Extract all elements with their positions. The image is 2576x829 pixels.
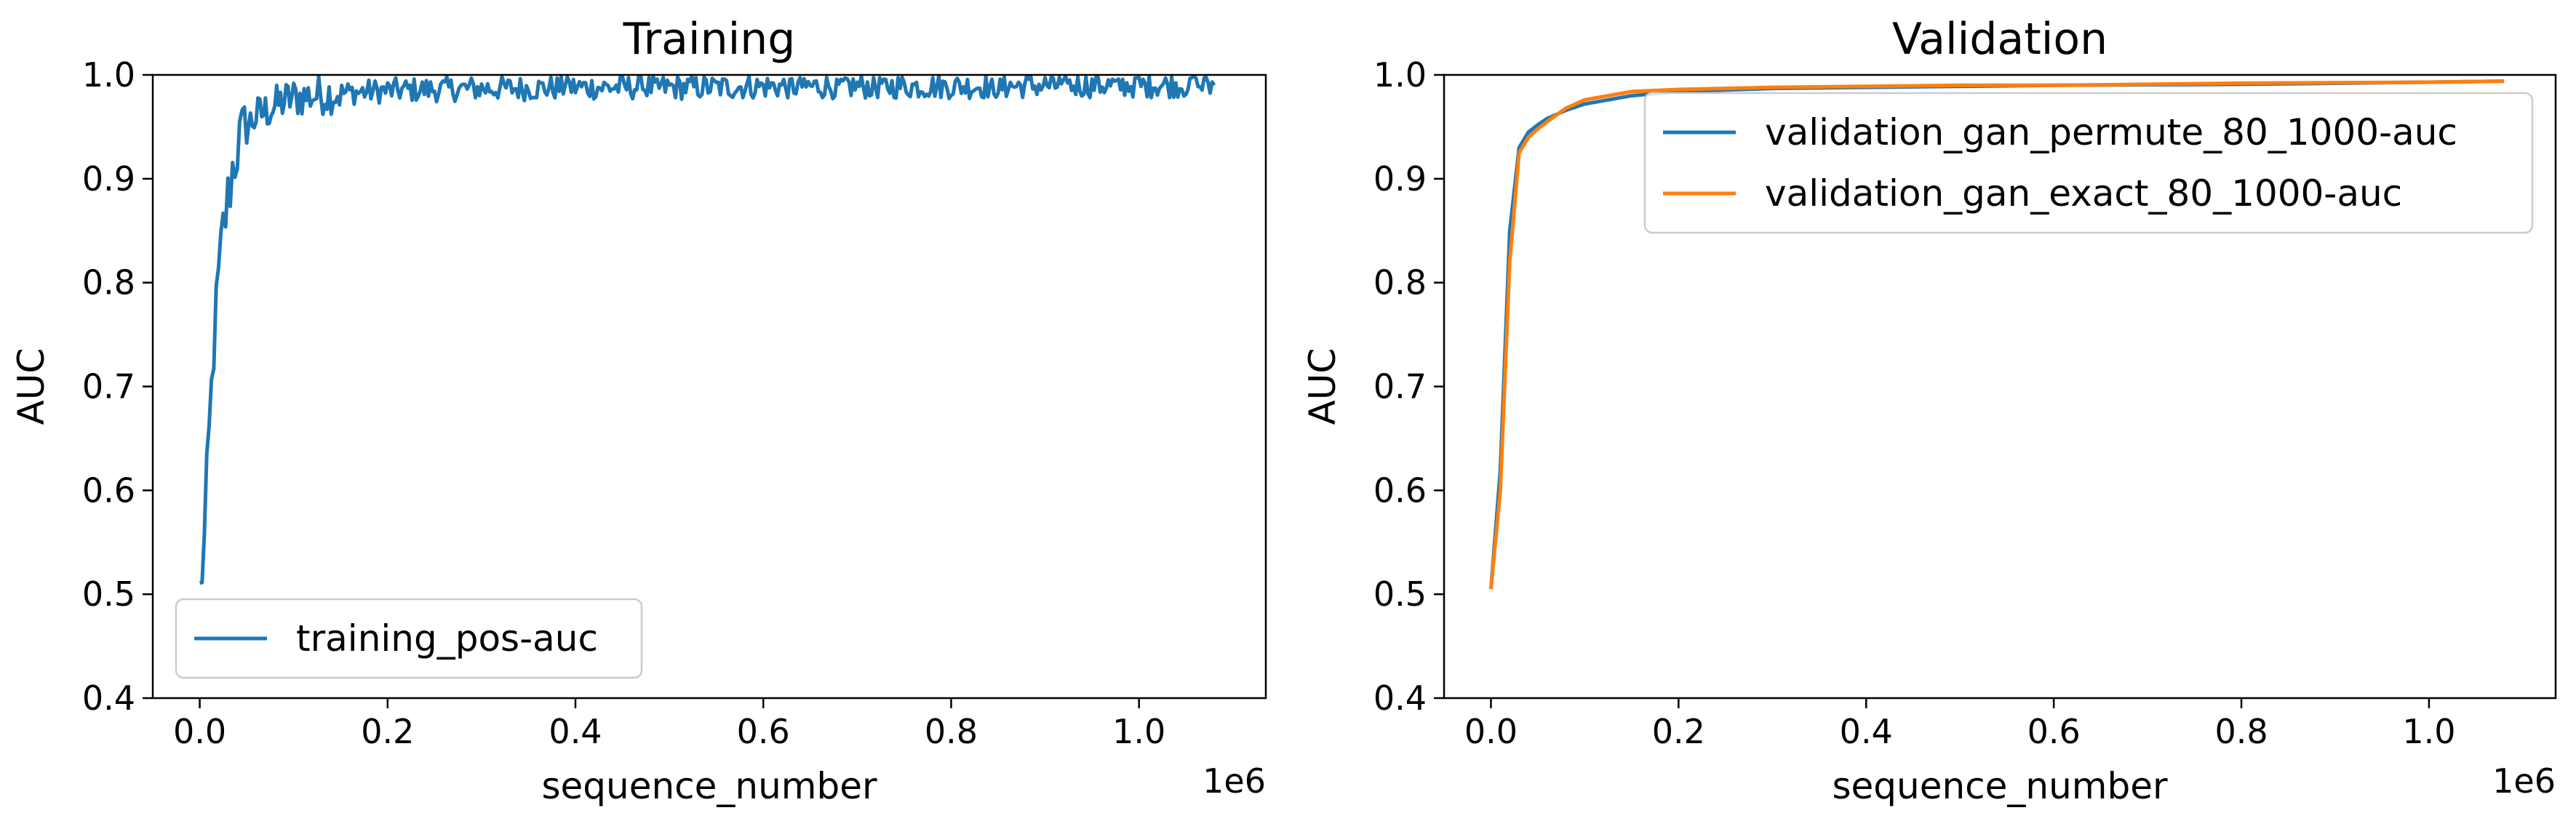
y-tick-label: 0.5	[1373, 574, 1427, 614]
x-tick-label: 0.0	[173, 712, 226, 751]
y-tick-label: 0.8	[1373, 263, 1427, 303]
chart-title: Training	[623, 14, 796, 65]
y-tick-label: 0.4	[82, 678, 135, 718]
x-tick-label: 0.2	[361, 712, 414, 751]
y-tick-label: 0.7	[1373, 367, 1427, 407]
x-axis-label: sequence_number	[1832, 765, 2168, 807]
training-chart: 0.0 0.2 0.4 0.6 0.8 1.0 0.4 0.5 0.6 0.7 0.8 0.9 1.0 1…	[10, 14, 1267, 807]
x-tick-label: 0.6	[737, 712, 790, 751]
y-tick-label: 0.7	[82, 367, 135, 407]
x-tick-label: 0.8	[925, 712, 978, 751]
x-tick-label: 1.0	[2402, 712, 2455, 751]
chart-title: Validation	[1892, 14, 2108, 65]
legend-label-1: validation_gan_exact_80_1000-auc	[1765, 172, 2402, 215]
x-tick-label: 1.0	[1112, 712, 1165, 751]
legend-label-0: training_pos-auc	[296, 617, 598, 660]
y-tick-label: 1.0	[1373, 55, 1427, 95]
x-tick-label: 0.2	[1652, 712, 1705, 751]
series-group	[199, 75, 1216, 585]
y-axis-label: AUC	[1301, 348, 1344, 425]
y-tick-label: 0.4	[1373, 678, 1427, 718]
legend: validation_gan_permute_80_1000-aucvalida…	[1643, 92, 2534, 234]
x-tick-label: 0.4	[549, 712, 602, 751]
series-line-0	[199, 75, 1216, 585]
y-tick-label: 0.6	[1373, 470, 1427, 510]
validation-chart: 0.0 0.2 0.4 0.6 0.8 1.0 0.4 0.5 0.6 0.7 0.8 0.9 1.0 1…	[1301, 14, 2557, 807]
legend-box	[175, 598, 643, 679]
x-tick-label: 0.8	[2214, 712, 2268, 751]
legend: training_pos-auc	[175, 598, 643, 679]
legend-box	[1643, 92, 2534, 234]
x-offset-text: 1e6	[2492, 761, 2556, 801]
y-tick-label: 0.9	[1373, 159, 1427, 199]
x-offset-text: 1e6	[1203, 761, 1266, 801]
y-axis-label: AUC	[10, 348, 52, 425]
y-tick-label: 0.9	[82, 159, 135, 199]
series-line-1	[1489, 79, 2505, 590]
x-tick-label: 0.0	[1464, 712, 1518, 751]
x-axis-label: sequence_number	[541, 765, 877, 807]
y-tick-label: 0.6	[82, 470, 135, 510]
y-tick-label: 0.5	[82, 574, 135, 614]
y-tick-label: 1.0	[82, 55, 135, 95]
legend-label-0: validation_gan_permute_80_1000-auc	[1765, 111, 2457, 153]
x-tick-label: 0.4	[1840, 712, 1893, 751]
y-tick-label: 0.8	[82, 263, 135, 303]
series-group	[1489, 79, 2505, 590]
x-tick-label: 0.6	[2027, 712, 2081, 751]
